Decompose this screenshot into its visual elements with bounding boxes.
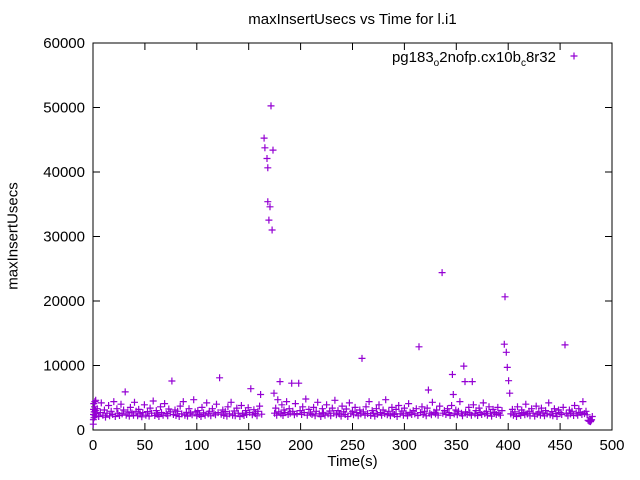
- legend-marker-plus-icon: [570, 52, 578, 60]
- y-tick-label: 0: [77, 422, 85, 439]
- x-tick-label: 0: [89, 437, 97, 454]
- x-tick-label: 400: [496, 437, 521, 454]
- x-tick-label: 450: [548, 437, 573, 454]
- legend-label-segment: 2nofp.cx10b: [439, 49, 521, 66]
- legend-label-segment: pg183: [391, 49, 434, 66]
- y-tick-label: 20000: [43, 293, 85, 310]
- x-tick-label: 500: [599, 437, 624, 454]
- y-tick-label: 60000: [43, 35, 85, 52]
- legend-label-subscript: c: [520, 58, 526, 69]
- x-tick-label: 100: [184, 437, 209, 454]
- x-tick-label: 300: [392, 437, 417, 454]
- legend: pg183o2nofp.cx10bc8r32: [93, 49, 556, 69]
- legend-label-segment: 8r32: [525, 49, 556, 66]
- x-tick-label: 150: [236, 437, 261, 454]
- y-tick-label: 30000: [43, 229, 85, 246]
- data-points: [89, 102, 596, 428]
- tick-labels: 0 50 100 150 200 250 300 350 400 450 500 0 10000 2000…: [43, 35, 624, 454]
- y-tick-label: 10000: [43, 358, 85, 375]
- y-tick-label: 40000: [43, 164, 85, 181]
- y-axis-ticks: [93, 42, 612, 431]
- x-tick-label: 200: [288, 437, 313, 454]
- x-tick-label: 350: [444, 437, 469, 454]
- x-axis-ticks: [92, 43, 613, 430]
- y-tick-label: 50000: [43, 100, 85, 117]
- x-tick-label: 250: [340, 437, 365, 454]
- x-axis-label: Time(s): [327, 453, 378, 470]
- legend-series-label: pg183o2nofp.cx10bc8r32: [391, 49, 556, 69]
- x-tick-label: 50: [137, 437, 154, 454]
- chart-title: maxInsertUsecs vs Time for l.i1: [248, 11, 457, 28]
- legend-label-subscript: o: [433, 58, 440, 69]
- plot-border: [92, 42, 613, 431]
